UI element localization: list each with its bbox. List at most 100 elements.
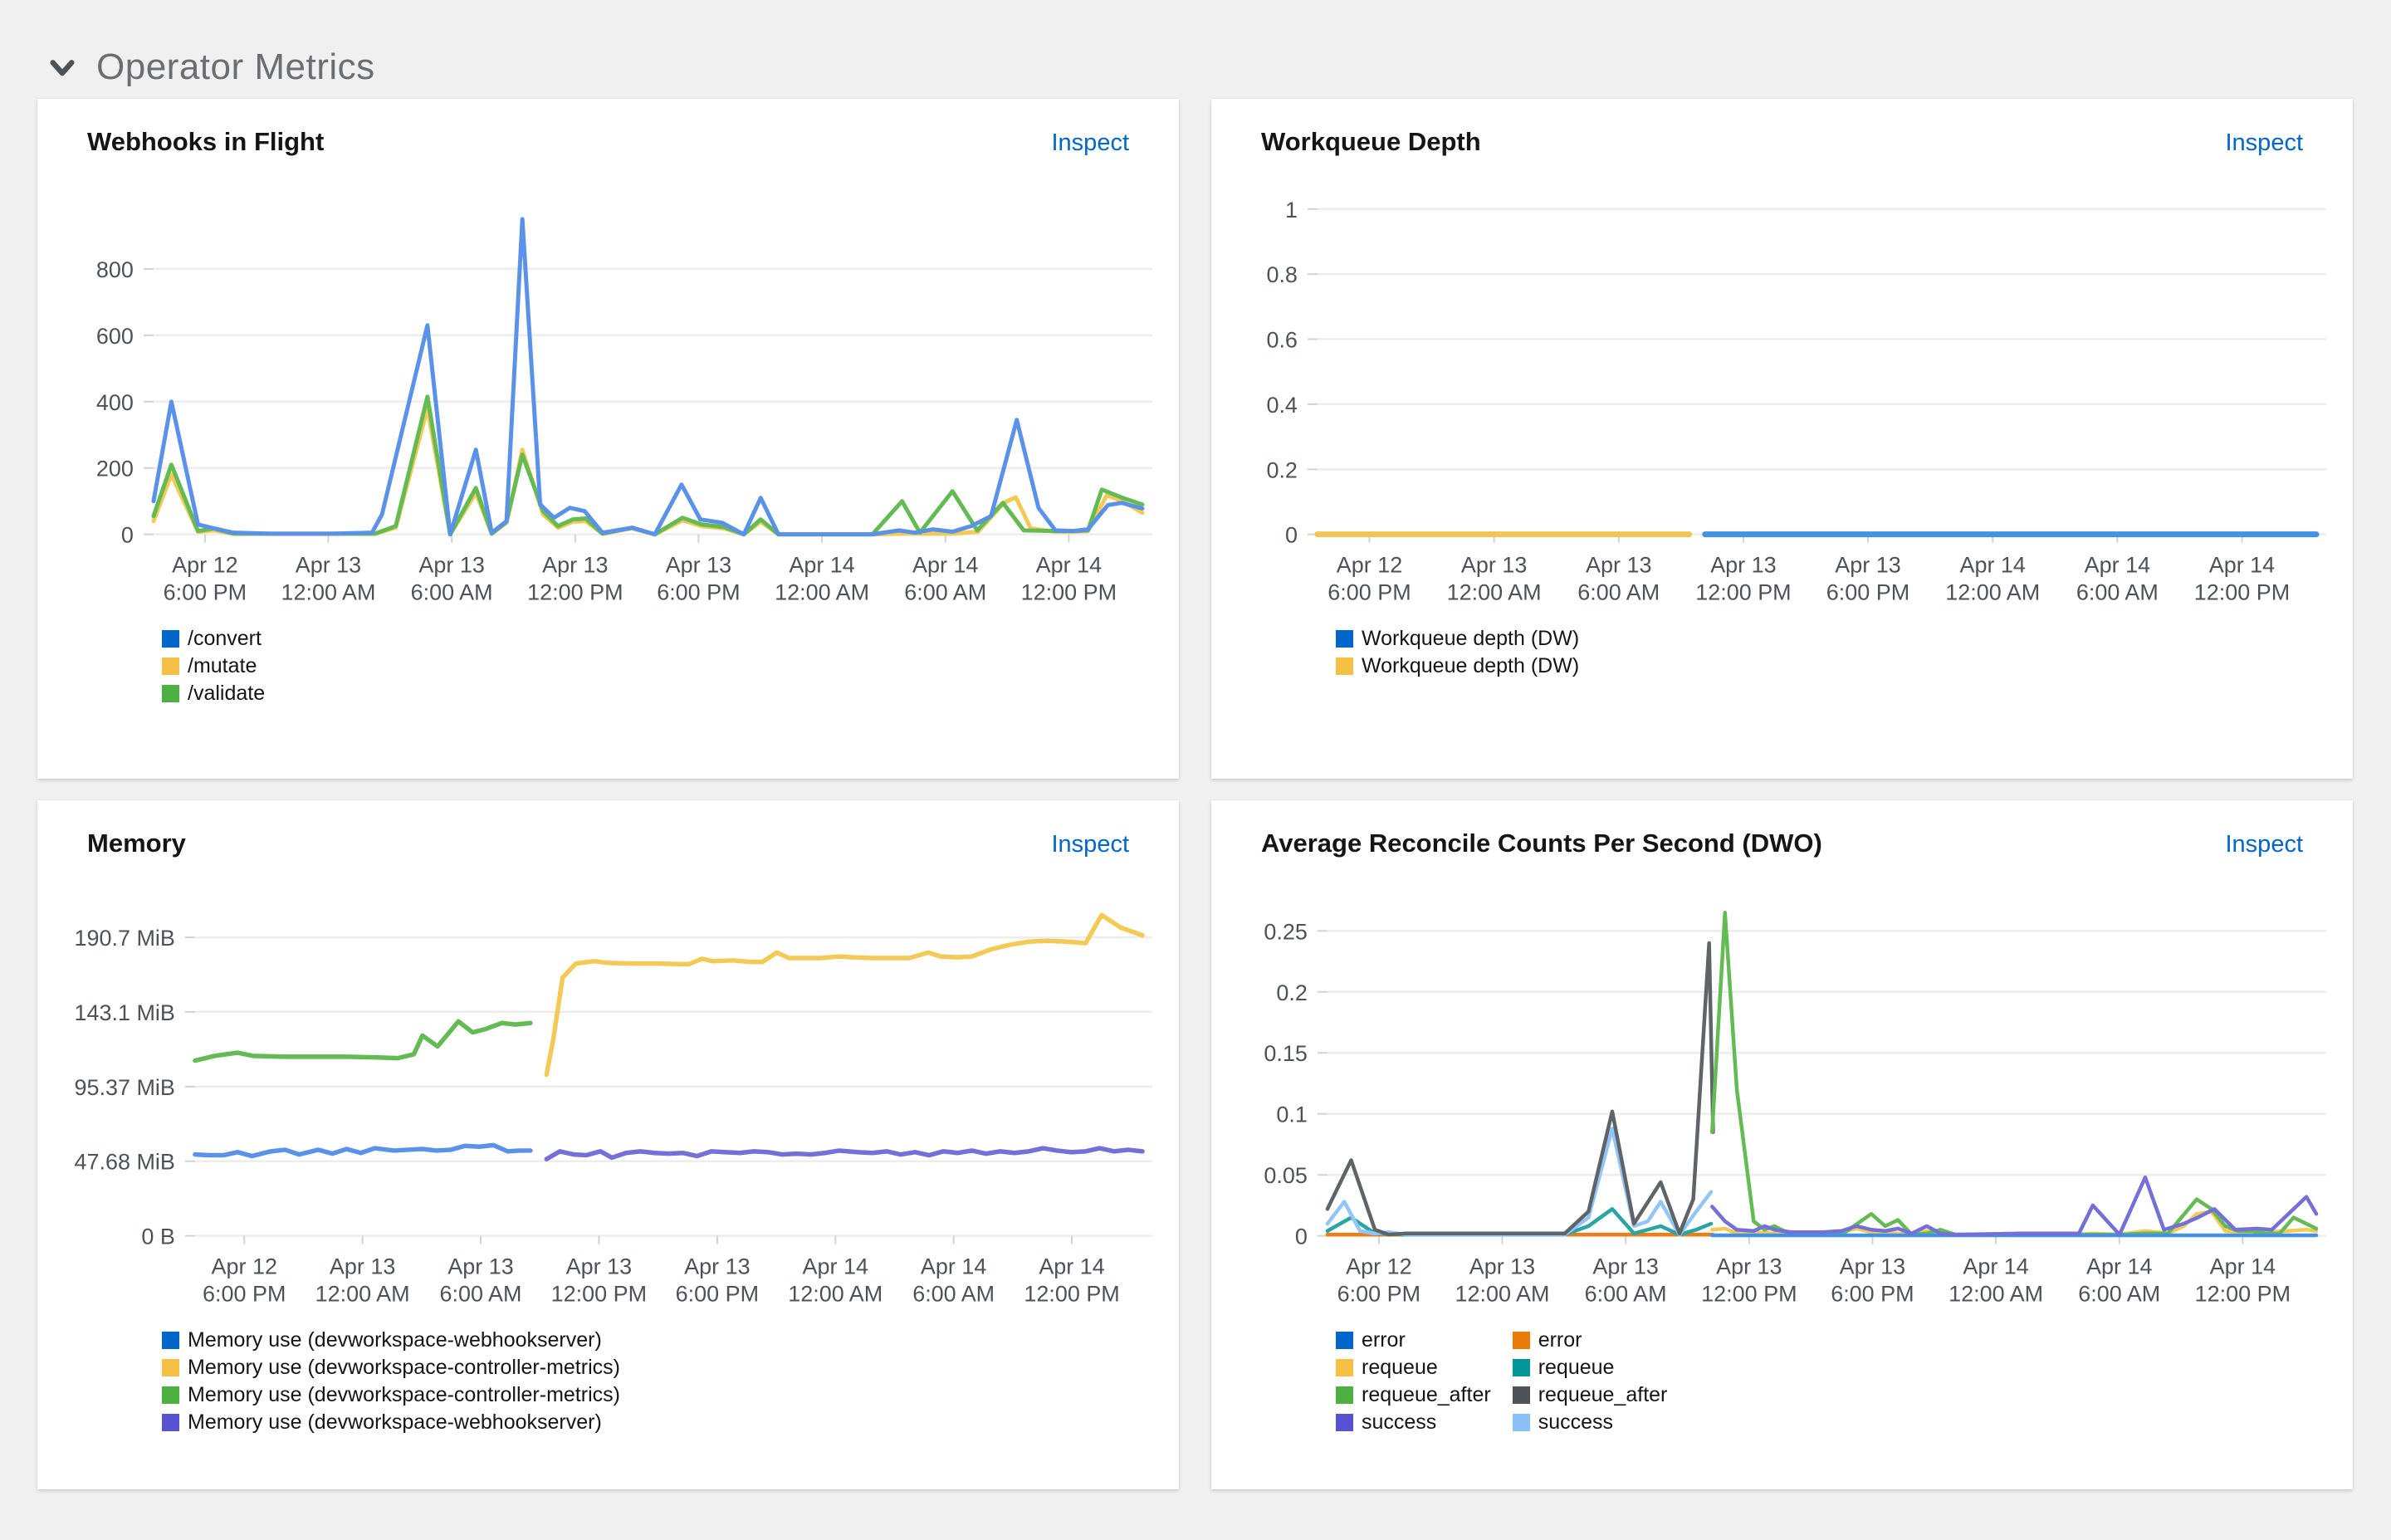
legend-label: Workqueue depth (DW) xyxy=(1362,653,1580,677)
svg-text:6:00 PM: 6:00 PM xyxy=(1328,580,1411,605)
legend-column: error requeue requeue_after success xyxy=(1336,1327,1491,1436)
svg-text:Apr 12: Apr 12 xyxy=(212,1254,277,1279)
legend-label: requeue xyxy=(1538,1355,1615,1379)
legend-item: Memory use (devworkspace-controller-metr… xyxy=(162,1354,620,1381)
legend-item: requeue_after xyxy=(1336,1381,1491,1409)
svg-text:6:00 PM: 6:00 PM xyxy=(657,580,740,605)
svg-text:Apr 13: Apr 13 xyxy=(1710,553,1776,578)
panel-title: Workqueue Depth xyxy=(1261,127,1481,156)
legend-swatch xyxy=(1336,1358,1353,1376)
legend-swatch xyxy=(162,1331,179,1349)
svg-text:Apr 14: Apr 14 xyxy=(803,1254,868,1279)
svg-text:Apr 12: Apr 12 xyxy=(172,553,237,578)
svg-text:12:00 PM: 12:00 PM xyxy=(1024,1282,1119,1307)
svg-text:600: 600 xyxy=(96,324,134,349)
legend-item: error xyxy=(1512,1327,1668,1354)
section-header[interactable]: Operator Metrics xyxy=(0,0,2391,99)
svg-text:Apr 13: Apr 13 xyxy=(684,1254,750,1279)
svg-text:Apr 13: Apr 13 xyxy=(542,553,608,578)
svg-text:12:00 AM: 12:00 AM xyxy=(315,1282,410,1307)
svg-text:Apr 14: Apr 14 xyxy=(912,553,978,578)
legend-item: requeue_after xyxy=(1512,1381,1667,1409)
svg-text:0.05: 0.05 xyxy=(1264,1163,1308,1188)
legend-swatch xyxy=(162,657,179,675)
dashboard-grid: Webhooks in Flight Inspect 800 600 400 200 0… xyxy=(37,99,2353,1489)
svg-text:Apr 13: Apr 13 xyxy=(447,1254,513,1279)
legend-column: Memory use (devworkspace-webhookserver) M… xyxy=(162,1327,620,1436)
svg-text:6:00 AM: 6:00 AM xyxy=(2078,1282,2160,1307)
svg-text:0.2: 0.2 xyxy=(1276,980,1308,1005)
legend-item: Memory use (devworkspace-controller-metr… xyxy=(162,1381,620,1409)
inspect-link[interactable]: Inspect xyxy=(1051,130,1130,156)
svg-text:Apr 13: Apr 13 xyxy=(1592,1254,1658,1279)
legend-swatch xyxy=(1336,1386,1353,1404)
chart-avg-reconcile-counts: 0.25 0.2 0.15 0.1 0.05 0 Apr 12 6:00 PM Apr 13 12… xyxy=(1235,867,2330,1322)
svg-text:Apr 14: Apr 14 xyxy=(2209,553,2275,578)
legend-item: /validate xyxy=(162,680,316,707)
series-line xyxy=(151,394,1145,537)
chevron-down-icon[interactable] xyxy=(48,53,76,81)
inspect-link[interactable]: Inspect xyxy=(2225,831,2304,858)
svg-text:6:00 AM: 6:00 AM xyxy=(904,580,986,605)
svg-text:6:00 AM: 6:00 AM xyxy=(1585,1282,1667,1307)
svg-text:6:00 AM: 6:00 AM xyxy=(440,1282,522,1307)
svg-text:0.15: 0.15 xyxy=(1264,1041,1308,1066)
svg-text:0.2: 0.2 xyxy=(1266,457,1298,482)
legend-label: Memory use (devworkspace-webhookserver) xyxy=(188,1327,602,1352)
svg-text:Apr 13: Apr 13 xyxy=(296,553,361,578)
svg-text:6:00 PM: 6:00 PM xyxy=(1831,1282,1914,1307)
legend-label: error xyxy=(1362,1327,1406,1352)
panel-workqueue-depth: Workqueue Depth Inspect 1 0.8 0.6 0.4 0.2 0 Ap… xyxy=(1211,99,2353,779)
svg-text:12:00 PM: 12:00 PM xyxy=(1021,580,1117,605)
svg-text:Apr 13: Apr 13 xyxy=(1586,553,1651,578)
svg-text:12:00 AM: 12:00 AM xyxy=(281,580,375,605)
series-line xyxy=(544,912,1145,1078)
legend-item: Memory use (devworkspace-webhookserver) xyxy=(162,1327,620,1354)
chart-legend: /convert/mutate/validate xyxy=(162,625,1156,707)
legend-label: Memory use (devworkspace-controller-metr… xyxy=(188,1382,620,1406)
section-title: Operator Metrics xyxy=(96,46,375,87)
legend-swatch xyxy=(162,1413,179,1431)
svg-text:Apr 13: Apr 13 xyxy=(1469,1254,1535,1279)
svg-text:Apr 14: Apr 14 xyxy=(1036,553,1102,578)
inspect-link[interactable]: Inspect xyxy=(1051,831,1130,858)
legend-swatch xyxy=(162,1386,179,1404)
svg-text:12:00 PM: 12:00 PM xyxy=(1695,580,1791,605)
inspect-link[interactable]: Inspect xyxy=(2225,130,2304,156)
legend-swatch xyxy=(1336,657,1353,675)
series-line xyxy=(151,406,1145,537)
svg-text:6:00 PM: 6:00 PM xyxy=(1826,580,1909,605)
legend-item: /convert xyxy=(162,625,316,653)
svg-text:190.7 MiB: 190.7 MiB xyxy=(74,926,174,951)
chart-memory: 190.7 MiB 143.1 MiB 95.37 MiB 47.68 MiB 0 B A… xyxy=(61,867,1156,1322)
panel-avg-reconcile-counts: Average Reconcile Counts Per Second (DWO… xyxy=(1211,800,2353,1489)
legend-swatch xyxy=(1336,1413,1353,1431)
legend-label: Memory use (devworkspace-controller-metr… xyxy=(188,1355,620,1379)
svg-text:1: 1 xyxy=(1285,198,1298,222)
legend-swatch xyxy=(1512,1386,1530,1404)
chart-legend: Memory use (devworkspace-webhookserver) M… xyxy=(162,1327,1156,1436)
series-line xyxy=(1710,911,2319,1237)
legend-item: Workqueue depth (DW) xyxy=(1336,625,1579,653)
legend-label: success xyxy=(1362,1410,1437,1434)
panel-title: Webhooks in Flight xyxy=(87,127,325,156)
svg-text:Apr 14: Apr 14 xyxy=(2210,1254,2276,1279)
legend-item: requeue xyxy=(1512,1354,1668,1381)
svg-text:143.1 MiB: 143.1 MiB xyxy=(74,1000,174,1025)
svg-text:Apr 14: Apr 14 xyxy=(2085,553,2150,578)
legend-item: success xyxy=(1512,1409,1668,1436)
chart-workqueue-depth: 1 0.8 0.6 0.4 0.2 0 Apr 12 6:00 PM Apr 13 12:00 A… xyxy=(1235,165,2330,620)
legend-item: Memory use (devworkspace-webhookserver) xyxy=(162,1409,620,1436)
chart-svg: 0.25 0.2 0.15 0.1 0.05 0 Apr 12 6:00 PM Apr 13 12… xyxy=(1264,911,2326,1307)
svg-text:0: 0 xyxy=(121,523,134,548)
svg-text:12:00 AM: 12:00 AM xyxy=(1948,1282,2043,1307)
chart-legend: Workqueue depth (DW) Workqueue depth (DW) xyxy=(1336,625,2330,680)
legend-swatch xyxy=(1512,1331,1530,1349)
svg-text:6:00 AM: 6:00 AM xyxy=(1577,580,1660,605)
svg-text:Apr 13: Apr 13 xyxy=(666,553,731,578)
svg-text:Apr 14: Apr 14 xyxy=(1039,1254,1104,1279)
svg-text:6:00 PM: 6:00 PM xyxy=(1337,1282,1420,1307)
legend-item: requeue xyxy=(1336,1354,1491,1381)
svg-text:12:00 AM: 12:00 AM xyxy=(1447,580,1542,605)
svg-text:Apr 13: Apr 13 xyxy=(418,553,484,578)
